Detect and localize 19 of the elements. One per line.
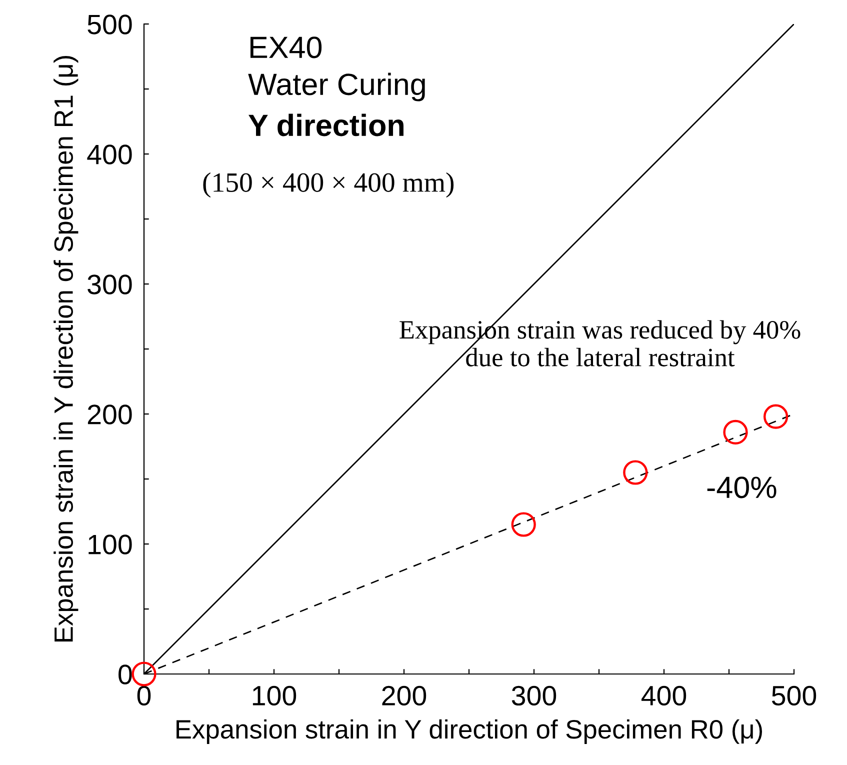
x-tick-label: 300 [512, 686, 556, 706]
x-tick-label: 0 [137, 686, 151, 706]
y-tick-label: 100 [88, 534, 132, 554]
x-tick-label: 200 [382, 686, 426, 706]
annotation: EX40 [250, 36, 322, 58]
x-tick-label: 100 [252, 686, 296, 706]
y-tick-label: 200 [88, 404, 132, 424]
y-tick-label: 0 [118, 664, 132, 684]
y-tick-label: 400 [87, 144, 132, 164]
annotation: (150 × 400 × 400 mm) [203, 172, 454, 198]
y-tick-label: 300 [88, 274, 132, 294]
x-tick-label: 400 [641, 686, 686, 706]
y-axis-title: Expansion strain in Y direction of Specimen R1 (μ) [54, 56, 78, 642]
y-tick-label: 500 [88, 14, 132, 34]
annotation: Water Curing [248, 72, 425, 102]
annotation: Y direction [248, 114, 404, 136]
annotation: -40% [707, 476, 776, 498]
x-axis-title: Expansion strain in Y direction of Specimen R0 (μ) [176, 719, 762, 744]
x-tick-label: 500 [772, 686, 816, 706]
